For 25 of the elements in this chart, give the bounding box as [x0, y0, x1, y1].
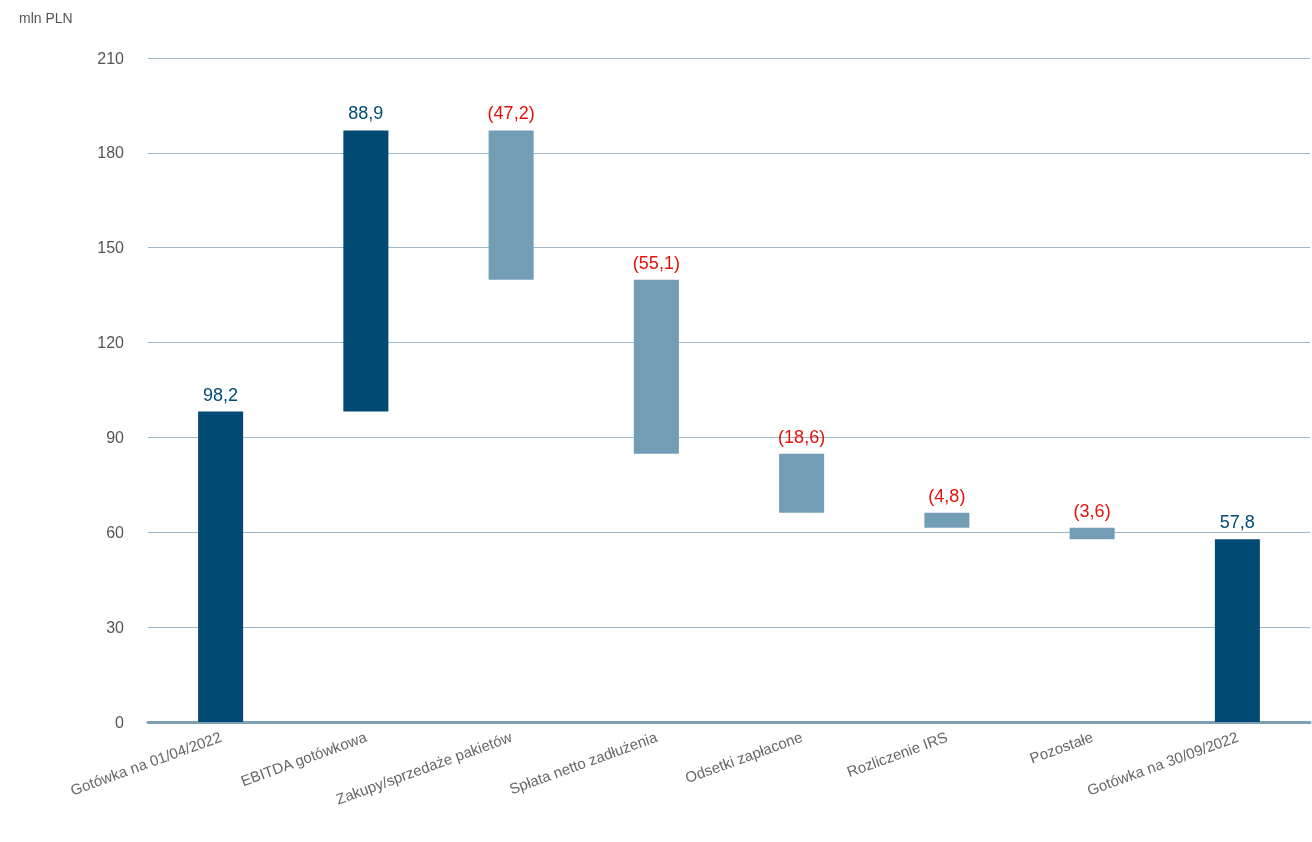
data-label: (4,8) [928, 485, 966, 506]
y-tick-label: 30 [106, 618, 125, 636]
y-tick-label: 60 [106, 523, 125, 541]
bar [1069, 527, 1115, 540]
bar [779, 453, 825, 513]
data-label: (3,6) [1073, 500, 1111, 521]
y-tick-label: 150 [97, 239, 125, 257]
bar [343, 130, 389, 412]
y-tick-label: 180 [97, 144, 125, 162]
data-label: (55,1) [632, 252, 680, 273]
data-label: (18,6) [778, 426, 826, 447]
bar [198, 411, 244, 722]
bar [488, 130, 534, 280]
data-label: (47,2) [487, 103, 535, 124]
data-label: 57,8 [1219, 512, 1255, 533]
y-tick-label: 210 [97, 49, 125, 67]
bar [633, 279, 679, 454]
y-tick-label: 90 [106, 428, 125, 446]
y-tick-label: 0 [115, 713, 125, 731]
data-label: 98,2 [203, 384, 239, 405]
y-axis-title: mln PLN [19, 10, 73, 26]
y-tick-label: 120 [97, 334, 125, 352]
bar [924, 512, 970, 528]
data-label: 88,9 [348, 103, 384, 124]
bar [1214, 539, 1260, 722]
